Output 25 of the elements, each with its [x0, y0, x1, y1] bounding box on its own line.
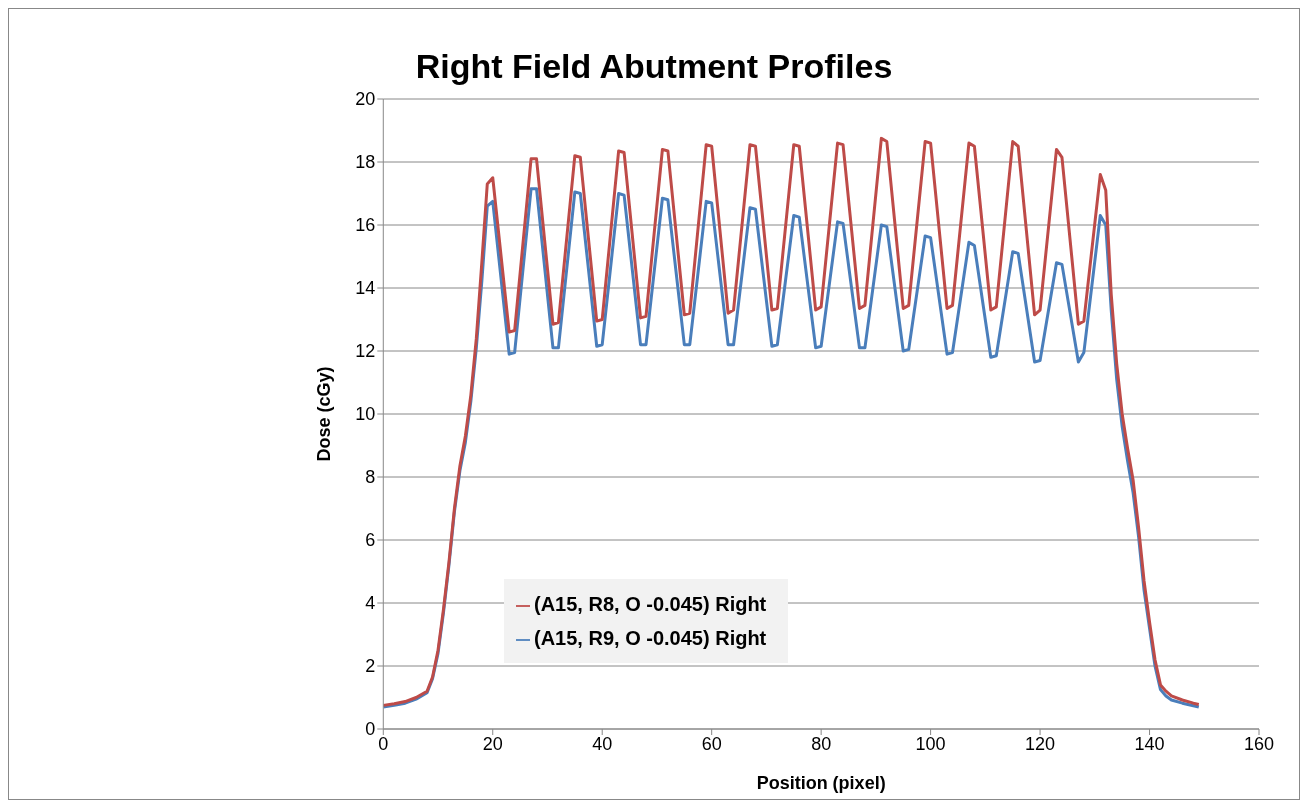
x-tick-label: 60	[701, 733, 722, 754]
y-tick-label: 4	[365, 593, 376, 614]
chart-title: Right Field Abutment Profiles	[414, 47, 894, 86]
legend-label: (A15, R9, O -0.045) Right	[534, 627, 767, 649]
y-tick-label: 14	[355, 278, 376, 299]
legend-label: (A15, R8, O -0.045) Right	[534, 593, 767, 615]
x-tick-label: 20	[482, 733, 503, 754]
x-tick-label: 80	[811, 733, 832, 754]
x-tick-label: 120	[1025, 733, 1056, 754]
x-axis-title: Position (pixel)	[756, 773, 886, 793]
y-tick-label: 16	[355, 215, 376, 236]
y-tick-label: 2	[365, 656, 376, 677]
y-axis-title: Dose (cGy)	[313, 366, 334, 462]
x-tick-label: 0	[378, 733, 389, 754]
y-tick-label: 18	[355, 152, 376, 173]
y-tick-label: 12	[355, 341, 376, 362]
x-tick-label: 40	[592, 733, 613, 754]
y-tick-label: 0	[365, 719, 376, 740]
y-tick-label: 8	[365, 467, 376, 488]
x-tick-label: 160	[1243, 733, 1275, 754]
x-tick-label: 140	[1134, 733, 1165, 754]
y-tick-label: 6	[365, 530, 376, 551]
y-tick-label: 10	[355, 404, 376, 425]
x-tick-label: 100	[915, 733, 946, 754]
y-tick-label: 20	[355, 89, 376, 110]
